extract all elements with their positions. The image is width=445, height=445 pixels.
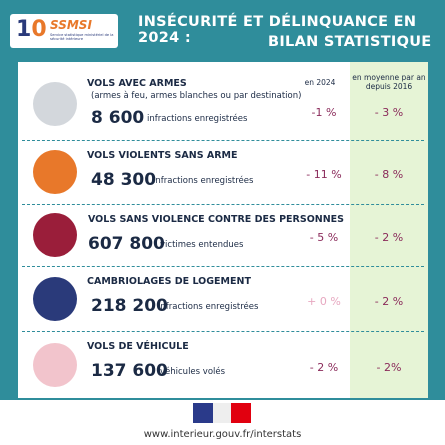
count-unit: infractions enregistrées [153, 176, 254, 186]
change-2024: -1 % [311, 106, 337, 119]
logo-subtitle: Service statistique ministériel de la sé… [50, 33, 114, 41]
separator [22, 140, 424, 141]
row-note: (armes à feu, armes blanches ou par dest… [91, 91, 302, 101]
count: 8 600 [91, 108, 145, 128]
count-unit: infractions enregistrées [147, 114, 248, 124]
flag-blue [193, 403, 213, 423]
count-unit: véhicules volés [160, 367, 226, 377]
column-header: en moyenne par an depuis 2016 [352, 73, 426, 91]
logo-mark: 10 [16, 17, 47, 42]
count: 48 300 [91, 170, 157, 190]
change-2024: + 0 % [307, 294, 341, 308]
row-title: VOLS SANS VIOLENCE CONTRE DES PERSONNES [88, 214, 345, 225]
count-unit: infractions enregistrées [158, 302, 259, 312]
icon [33, 276, 77, 321]
icon [33, 342, 77, 387]
row-title: VOLS AVEC ARMES [87, 78, 187, 89]
icon [33, 82, 77, 126]
footer-url: www.interieur.gouv.fr/interstats [143, 429, 302, 440]
count-unit: victimes entendues [160, 240, 244, 250]
separator [22, 266, 424, 267]
column-header: en 2024 [304, 78, 336, 87]
separator [22, 204, 424, 205]
count: 607 800 [88, 234, 165, 254]
change-average: - 3 % [374, 106, 404, 119]
change-average: - 2% [376, 360, 402, 374]
change-average: - 8 % [374, 168, 404, 181]
icon [33, 213, 77, 257]
flag-white [213, 403, 231, 423]
row-title: VOLS DE VÉHICULE [87, 341, 189, 352]
count: 137 600 [91, 361, 168, 381]
change-2024: - 2 % [309, 360, 339, 374]
average-column [350, 62, 428, 398]
icon [33, 150, 77, 194]
marianne-logo [193, 403, 251, 425]
title: BILAN STATISTIQUE [268, 34, 432, 50]
title: INSÉCURITÉ ET DÉLINQUANCE EN 2024 : [138, 14, 417, 46]
change-2024: - 5 % [309, 231, 339, 244]
change-average: - 2 % [374, 231, 404, 244]
logo-text: SSMSI [50, 18, 92, 32]
logo: 10 SSMSI Service statistique ministériel… [10, 14, 118, 48]
row-title: CAMBRIOLAGES DE LOGEMENT [87, 276, 251, 287]
count: 218 200 [91, 296, 168, 316]
flag-red [231, 403, 251, 423]
separator [22, 331, 424, 332]
change-2024: - 11 % [306, 168, 342, 181]
row-title: VOLS VIOLENTS SANS ARME [87, 150, 238, 161]
change-average: - 2 % [374, 294, 404, 308]
